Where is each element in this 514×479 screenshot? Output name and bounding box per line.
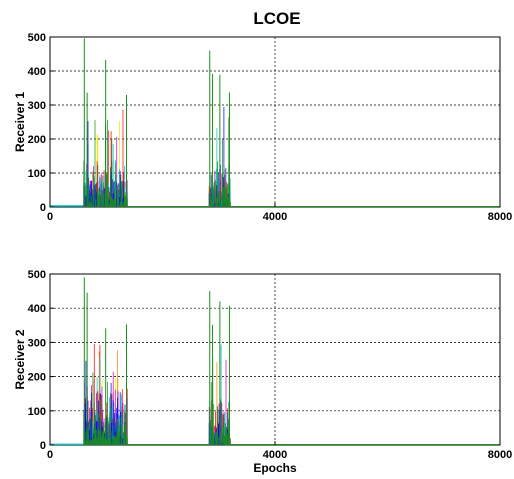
- receiver-2-axes: 0 100 200 300 400 500 0 4000 8000 Receiver 2 Epoch…: [13, 269, 512, 475]
- x-tick-label: 0: [47, 449, 53, 461]
- y-tick-label: 500: [28, 32, 46, 44]
- x-tick-label: 4000: [263, 449, 287, 461]
- x-tick-label: 0: [47, 211, 53, 223]
- y-tick-label: 200: [28, 372, 46, 384]
- x-tick-label: 4000: [263, 211, 287, 223]
- y-tick-label: 0: [40, 440, 46, 452]
- y-tick-label: 400: [28, 66, 46, 78]
- y-tick-label: 500: [28, 269, 46, 281]
- y-tick-label: 100: [28, 406, 46, 418]
- figure-title: LCOE: [253, 9, 300, 28]
- y-tick-label: 0: [40, 202, 46, 214]
- y-tick-label: 100: [28, 168, 46, 180]
- y-tick-label: 200: [28, 134, 46, 146]
- receiver-1-axes: 0 100 200 300 400 500 0 4000 8000 Receiver 1: [13, 32, 512, 223]
- y-axis-label: Receiver 1: [13, 92, 27, 152]
- y-axis-label: Receiver 2: [13, 329, 27, 389]
- x-tick-label: 8000: [488, 211, 512, 223]
- y-tick-label: 300: [28, 100, 46, 112]
- x-axis-label: Epochs: [253, 461, 297, 475]
- x-tick-label: 8000: [488, 449, 512, 461]
- y-tick-label: 300: [28, 337, 46, 349]
- y-tick-label: 400: [28, 303, 46, 315]
